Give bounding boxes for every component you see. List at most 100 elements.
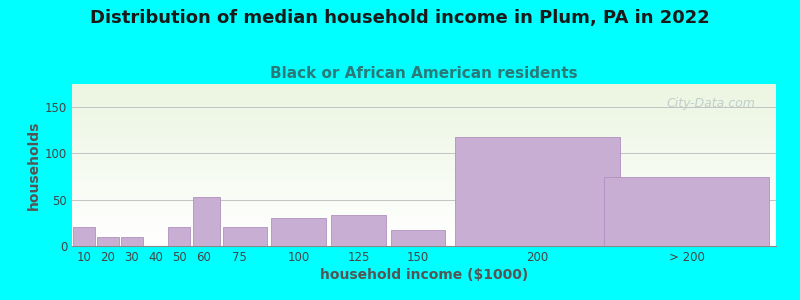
Bar bbox=[72, 167, 776, 168]
Bar bbox=[72, 149, 776, 150]
Bar bbox=[72, 175, 776, 176]
Bar bbox=[72, 141, 776, 142]
Bar bbox=[72, 225, 776, 226]
Bar bbox=[72, 180, 776, 181]
Bar bbox=[72, 146, 776, 147]
Bar bbox=[604, 177, 769, 246]
Bar bbox=[72, 236, 776, 238]
Bar bbox=[72, 164, 776, 165]
Bar bbox=[97, 237, 118, 246]
Bar bbox=[72, 231, 776, 233]
Bar bbox=[72, 243, 776, 244]
Bar bbox=[72, 118, 776, 120]
Bar bbox=[72, 241, 776, 243]
Bar bbox=[72, 235, 776, 236]
Bar bbox=[72, 147, 776, 149]
Title: Black or African American residents: Black or African American residents bbox=[270, 66, 578, 81]
Bar bbox=[72, 209, 776, 210]
Bar bbox=[121, 237, 142, 246]
Bar bbox=[72, 173, 776, 175]
Bar bbox=[72, 123, 776, 124]
Bar bbox=[72, 170, 776, 172]
Bar bbox=[72, 223, 776, 225]
Bar bbox=[72, 162, 776, 164]
Bar bbox=[72, 115, 776, 116]
Bar bbox=[72, 150, 776, 152]
Bar bbox=[72, 189, 776, 191]
Bar bbox=[72, 202, 776, 204]
Bar bbox=[223, 227, 267, 246]
Bar bbox=[72, 139, 776, 141]
Bar bbox=[72, 155, 776, 157]
Bar bbox=[72, 168, 776, 170]
Bar bbox=[72, 152, 776, 154]
Bar bbox=[72, 116, 776, 118]
Bar bbox=[72, 204, 776, 206]
Bar bbox=[72, 121, 776, 123]
X-axis label: household income ($1000): household income ($1000) bbox=[320, 268, 528, 282]
Bar bbox=[72, 87, 776, 89]
Bar bbox=[72, 222, 776, 223]
Bar bbox=[72, 85, 776, 87]
Bar bbox=[72, 183, 776, 184]
Bar bbox=[72, 244, 776, 246]
Bar bbox=[72, 207, 776, 209]
Bar bbox=[72, 134, 776, 136]
Bar bbox=[72, 218, 776, 220]
Bar bbox=[72, 191, 776, 193]
Bar bbox=[72, 84, 776, 86]
Bar bbox=[72, 188, 776, 189]
Bar bbox=[72, 217, 776, 218]
Bar bbox=[72, 126, 776, 128]
Bar bbox=[72, 212, 776, 214]
Bar bbox=[72, 215, 776, 217]
Bar bbox=[72, 112, 776, 113]
Bar bbox=[72, 142, 776, 144]
Bar bbox=[455, 137, 620, 246]
Bar bbox=[72, 178, 776, 180]
Bar bbox=[72, 103, 776, 105]
Bar bbox=[72, 210, 776, 212]
Bar bbox=[72, 91, 776, 92]
Text: City-Data.com: City-Data.com bbox=[666, 97, 755, 110]
Bar bbox=[72, 124, 776, 126]
Bar bbox=[72, 199, 776, 201]
Bar bbox=[72, 128, 776, 129]
Bar bbox=[72, 226, 776, 228]
Bar bbox=[72, 194, 776, 196]
Bar bbox=[72, 233, 776, 235]
Bar bbox=[390, 230, 446, 246]
Text: Distribution of median household income in Plum, PA in 2022: Distribution of median household income … bbox=[90, 9, 710, 27]
Bar bbox=[72, 105, 776, 107]
Bar bbox=[72, 154, 776, 155]
Bar bbox=[72, 201, 776, 202]
Bar bbox=[72, 228, 776, 230]
Bar bbox=[72, 196, 776, 197]
Bar bbox=[72, 89, 776, 91]
Bar bbox=[73, 227, 95, 246]
Bar bbox=[72, 110, 776, 112]
Bar bbox=[72, 107, 776, 108]
Bar bbox=[72, 157, 776, 158]
Bar bbox=[72, 172, 776, 173]
Bar bbox=[72, 129, 776, 131]
Bar bbox=[72, 108, 776, 110]
Bar bbox=[72, 165, 776, 166]
Bar bbox=[72, 102, 776, 103]
Bar bbox=[72, 238, 776, 239]
Bar bbox=[72, 92, 776, 94]
Bar bbox=[331, 215, 386, 246]
Bar bbox=[72, 99, 776, 100]
Bar bbox=[72, 239, 776, 241]
Bar bbox=[72, 120, 776, 121]
Bar bbox=[72, 197, 776, 199]
Bar bbox=[72, 95, 776, 97]
Bar bbox=[72, 160, 776, 162]
Bar bbox=[72, 113, 776, 115]
Bar bbox=[72, 176, 776, 178]
Bar bbox=[72, 186, 776, 188]
Bar bbox=[72, 214, 776, 215]
Bar bbox=[72, 137, 776, 139]
Bar bbox=[72, 131, 776, 133]
Bar bbox=[72, 158, 776, 160]
